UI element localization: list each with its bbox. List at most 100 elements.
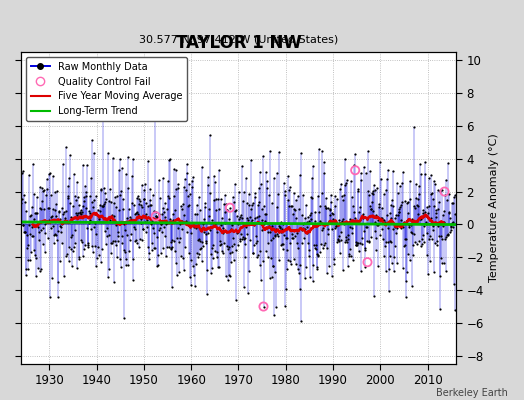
Point [115, 166, 123, 173]
Point [43, 186, 51, 192]
Point [182, 187, 190, 193]
Point [365, 192, 374, 198]
Point [185, 190, 194, 197]
Point [155, 227, 163, 233]
Point [298, 240, 306, 246]
Point [251, 194, 259, 200]
Point [275, 257, 283, 264]
Point [209, 242, 217, 248]
Point [244, 217, 253, 224]
Point [158, 245, 167, 252]
Point [423, 230, 432, 236]
Point [369, 191, 377, 198]
Point [264, 228, 272, 235]
Point [151, 213, 160, 220]
Point [83, 161, 91, 168]
Point [404, 210, 412, 216]
Point [61, 144, 70, 150]
Point [196, 246, 205, 252]
Point [36, 205, 44, 212]
Point [216, 237, 224, 244]
Point [337, 236, 345, 243]
Point [154, 263, 162, 270]
Point [344, 236, 352, 242]
Point [296, 262, 304, 268]
Point [26, 257, 34, 264]
Point [378, 205, 387, 211]
Point [249, 222, 258, 229]
Point [288, 231, 296, 238]
Point [262, 211, 270, 217]
Point [284, 172, 292, 179]
Point [356, 204, 364, 211]
Point [88, 137, 96, 144]
Point [345, 250, 353, 257]
Point [401, 278, 410, 284]
Point [270, 269, 279, 275]
Point [63, 183, 72, 189]
Point [86, 193, 94, 200]
Point [280, 303, 289, 309]
Point [247, 219, 256, 225]
Point [411, 181, 420, 187]
Point [377, 226, 386, 232]
Point [409, 252, 418, 258]
Point [248, 250, 257, 256]
Point [299, 225, 307, 232]
Point [421, 209, 430, 215]
Point [376, 216, 385, 222]
Point [171, 260, 180, 266]
Point [251, 214, 259, 221]
Point [299, 221, 308, 227]
Point [84, 244, 92, 250]
Point [297, 318, 305, 324]
Point [316, 203, 325, 209]
Point [346, 224, 354, 230]
Point [395, 209, 403, 216]
Point [385, 265, 393, 272]
Point [305, 253, 313, 259]
Point [281, 286, 290, 292]
Point [78, 162, 86, 168]
Point [435, 199, 443, 205]
Point [149, 191, 157, 198]
Point [188, 177, 196, 184]
Point [107, 198, 115, 205]
Point [406, 196, 414, 202]
Point [139, 187, 148, 194]
Point [92, 192, 101, 199]
Point [130, 202, 138, 208]
Point [252, 240, 260, 246]
Point [434, 232, 443, 239]
Point [299, 191, 307, 198]
Point [143, 224, 151, 230]
Point [403, 200, 411, 206]
Point [36, 268, 45, 274]
Point [30, 246, 38, 253]
Point [97, 259, 106, 265]
Point [273, 170, 281, 176]
Point [409, 230, 418, 237]
Point [285, 187, 293, 193]
Point [267, 254, 275, 261]
Point [378, 214, 386, 221]
Point [232, 297, 240, 303]
Point [193, 237, 202, 244]
Point [223, 243, 231, 249]
Point [40, 206, 48, 212]
Point [43, 205, 52, 212]
Point [359, 211, 368, 217]
Point [105, 186, 114, 192]
Point [215, 264, 223, 271]
Point [136, 198, 144, 204]
Point [425, 258, 434, 264]
Point [256, 262, 265, 268]
Point [29, 216, 38, 222]
Point [166, 156, 174, 162]
Point [297, 227, 305, 233]
Point [131, 226, 139, 232]
Point [372, 247, 380, 253]
Point [383, 176, 391, 183]
Point [179, 267, 188, 273]
Point [386, 253, 395, 259]
